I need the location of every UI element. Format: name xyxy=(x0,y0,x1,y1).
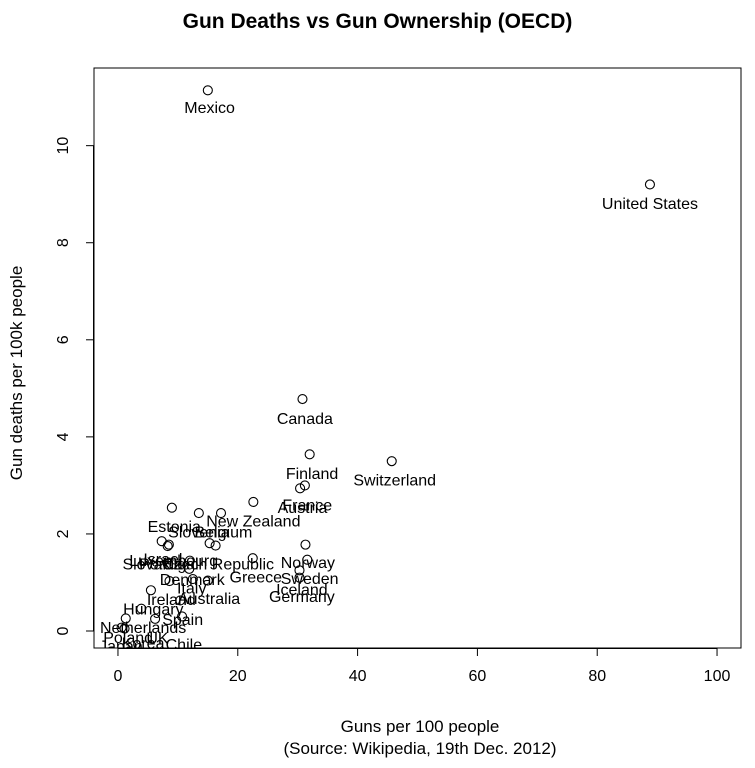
point-label: United States xyxy=(602,196,698,213)
y-tick-label: 8 xyxy=(55,238,72,247)
point-label: Poland xyxy=(103,630,153,647)
data-point xyxy=(294,572,305,583)
data-point xyxy=(162,541,173,552)
data-point xyxy=(210,540,221,551)
point-label: Netherlands xyxy=(100,620,186,637)
point-label: Germany xyxy=(269,589,335,606)
point-label: New Zealand xyxy=(206,513,300,530)
point-label: Austria xyxy=(278,500,328,517)
point-label: Spain xyxy=(162,612,203,629)
point-label: Sweden xyxy=(281,571,339,588)
x-tick-label: 40 xyxy=(349,668,367,685)
data-point xyxy=(215,508,227,519)
point-label: Japan xyxy=(99,639,143,656)
point-label: Slovenia xyxy=(168,525,229,542)
x-tick-label: 80 xyxy=(588,668,606,685)
axes: 0 20 40 60 80 100 0 2 4 6 8 10 xyxy=(55,67,742,685)
data-point xyxy=(177,611,188,622)
data-point xyxy=(295,483,306,494)
point-label: Ireland xyxy=(147,592,196,609)
data-point xyxy=(248,496,259,507)
point-label: Iceland xyxy=(276,582,328,599)
point-label: Greece xyxy=(230,570,283,587)
data-point xyxy=(300,539,311,550)
point-label: Switzerland xyxy=(353,473,436,490)
point-label: Hungary xyxy=(123,602,183,619)
x-axis-label: Guns per 100 people xyxy=(340,717,500,736)
points-layer xyxy=(116,85,655,634)
y-axis-label: Gun deaths per 100k people xyxy=(7,266,26,481)
data-point xyxy=(386,456,397,467)
point-label: Chile xyxy=(166,637,203,654)
y-tick-label: 4 xyxy=(55,432,72,441)
data-point xyxy=(184,563,195,574)
y-tick-label: 0 xyxy=(55,626,72,635)
data-point xyxy=(193,508,204,519)
point-label: Luxembourg xyxy=(129,553,218,570)
data-point xyxy=(297,393,308,405)
data-point xyxy=(644,179,655,190)
data-point xyxy=(166,502,177,513)
data-point xyxy=(119,623,130,634)
data-point xyxy=(120,613,131,624)
data-point xyxy=(184,555,195,566)
point-label: UK xyxy=(146,630,169,647)
data-point xyxy=(163,539,174,550)
point-label: Australia xyxy=(178,591,240,608)
data-point xyxy=(145,585,156,596)
point-label: Norway xyxy=(281,555,335,572)
point-label: Korea xyxy=(122,636,165,653)
data-point xyxy=(187,574,198,585)
data-point xyxy=(175,595,186,606)
y-tick-label: 6 xyxy=(55,335,72,344)
data-point xyxy=(294,565,305,576)
x-tick-label: 20 xyxy=(229,668,247,685)
x-axis-source-note: (Source: Wikipedia, 19th Dec. 2012) xyxy=(283,739,557,758)
data-point xyxy=(204,538,215,549)
data-point xyxy=(164,575,175,587)
point-label: Canada xyxy=(277,411,333,428)
data-point xyxy=(136,603,147,614)
point-label: Belgium xyxy=(194,525,252,542)
data-point xyxy=(302,554,313,565)
data-point xyxy=(150,613,161,624)
data-point xyxy=(202,575,213,586)
point-label: Estonia xyxy=(148,519,201,536)
x-tick-label: 100 xyxy=(704,668,731,685)
point-label: Denmark xyxy=(160,572,226,589)
y-tick-label: 2 xyxy=(55,529,72,538)
x-tick-label: 0 xyxy=(114,668,123,685)
chart-title: Gun Deaths vs Gun Ownership (OECD) xyxy=(182,10,573,33)
y-tick-label: 10 xyxy=(55,137,72,155)
x-axis-label-block: Guns per 100 people (Source: Wikipedia, … xyxy=(0,716,755,760)
point-label: Slovakia xyxy=(122,557,183,574)
point-label: Portugal xyxy=(139,557,199,574)
point-label: Mexico xyxy=(184,100,235,117)
data-point xyxy=(202,85,213,96)
point-label: France xyxy=(282,497,332,514)
data-point xyxy=(304,449,315,460)
x-tick-label: 60 xyxy=(469,668,487,685)
labels-layer: Mexico United States Canada Finland Switzerl… xyxy=(99,100,698,656)
point-label: Israel xyxy=(143,552,182,569)
data-point xyxy=(247,553,258,564)
point-label: Italy xyxy=(177,580,206,597)
point-label: Finland xyxy=(286,466,338,483)
point-label: Czech Republic xyxy=(162,557,274,574)
